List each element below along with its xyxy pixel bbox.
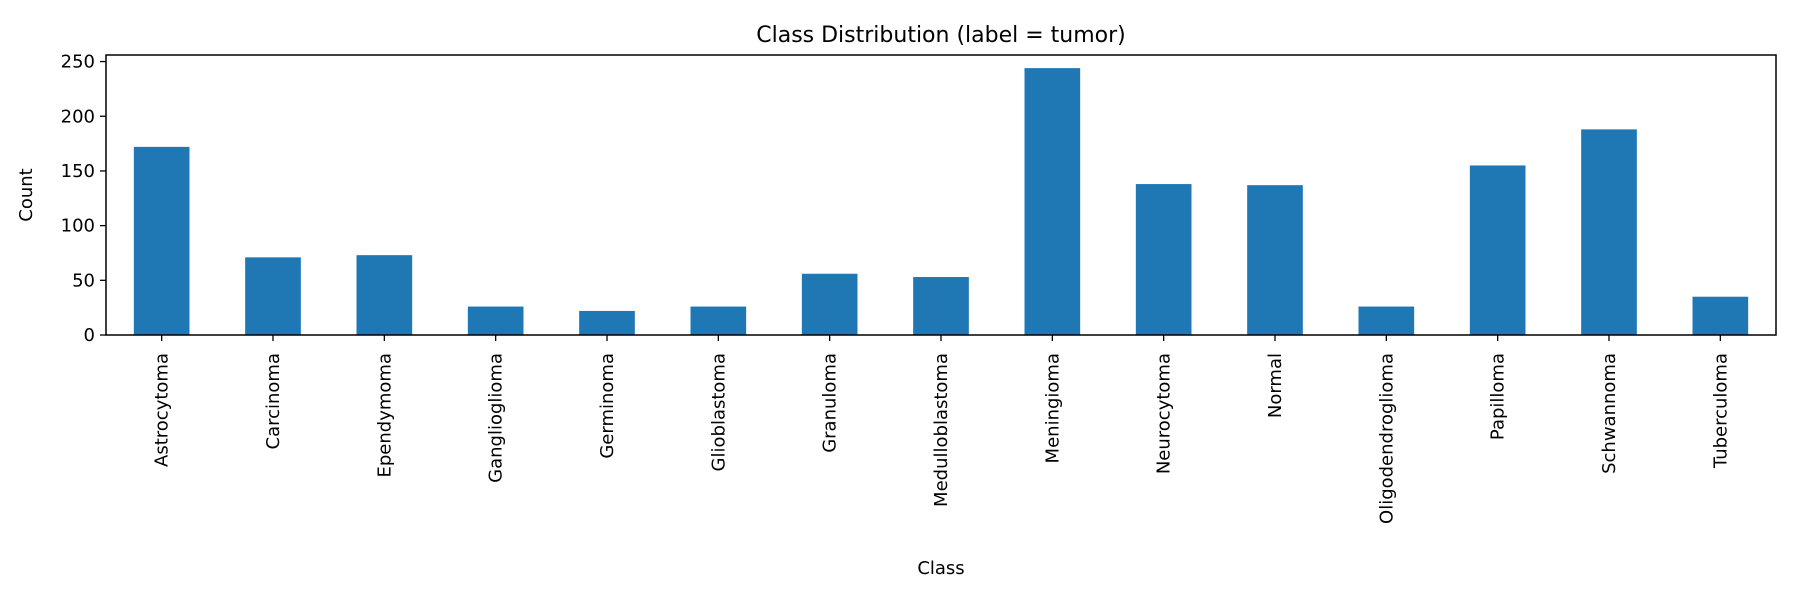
x-tick-label: Meningioma <box>1042 353 1063 463</box>
bar-papilloma <box>1469 165 1526 335</box>
x-axis: Astrocytoma Carcinoma Ependymoma Gangliogli… <box>152 335 1731 524</box>
x-tick-label: Astrocytoma <box>152 353 173 467</box>
bar-oligodendroglioma <box>1358 306 1415 335</box>
x-tick-label: Medulloblastoma <box>931 353 952 507</box>
bar-astrocytoma <box>133 146 190 335</box>
bar-carcinoma <box>245 257 301 335</box>
x-tick-label: Neurocytoma <box>1154 353 1175 474</box>
bars <box>133 68 1749 335</box>
bar-normal <box>1247 185 1303 335</box>
bar-glioblastoma <box>690 306 747 335</box>
bar-germinoma <box>579 310 635 335</box>
y-axis: 0 50 100 150 200 250 <box>61 52 106 346</box>
y-axis-label: Count <box>16 168 37 221</box>
y-tick-label: 0 <box>84 325 95 346</box>
bar-medulloblastoma <box>913 277 969 335</box>
x-tick-label: Ependymoma <box>374 353 395 477</box>
chart-title: Class Distribution (label = tumor) <box>756 23 1126 48</box>
x-tick-label: Granuloma <box>820 353 841 453</box>
bar-tuberculoma <box>1692 296 1749 335</box>
x-tick-label: Ganglioglioma <box>486 353 507 483</box>
bar-ganglioglioma <box>467 306 524 335</box>
x-tick-label: Carcinoma <box>263 353 284 450</box>
y-tick-label: 150 <box>61 161 95 182</box>
bar-granuloma <box>801 273 858 335</box>
x-tick-label: Papilloma <box>1488 353 1509 440</box>
x-tick-label: Germinoma <box>597 353 618 459</box>
x-tick-label: Glioblastoma <box>708 353 729 471</box>
y-tick-label: 50 <box>72 270 95 291</box>
y-tick-label: 250 <box>61 52 95 73</box>
x-tick-label: Tuberculoma <box>1710 353 1731 469</box>
x-tick-label: Schwannoma <box>1599 353 1620 474</box>
x-axis-label: Class <box>917 558 964 579</box>
bar-ependymoma <box>356 255 413 335</box>
bar-neurocytoma <box>1135 184 1192 335</box>
y-tick-label: 100 <box>61 216 95 237</box>
y-tick-label: 200 <box>61 106 95 127</box>
x-tick-label: Oligodendroglioma <box>1376 353 1397 524</box>
bar-meningioma <box>1024 68 1081 335</box>
bar-schwannoma <box>1581 129 1637 335</box>
x-tick-label: Normal <box>1265 353 1286 418</box>
plot-frame <box>105 54 1777 336</box>
